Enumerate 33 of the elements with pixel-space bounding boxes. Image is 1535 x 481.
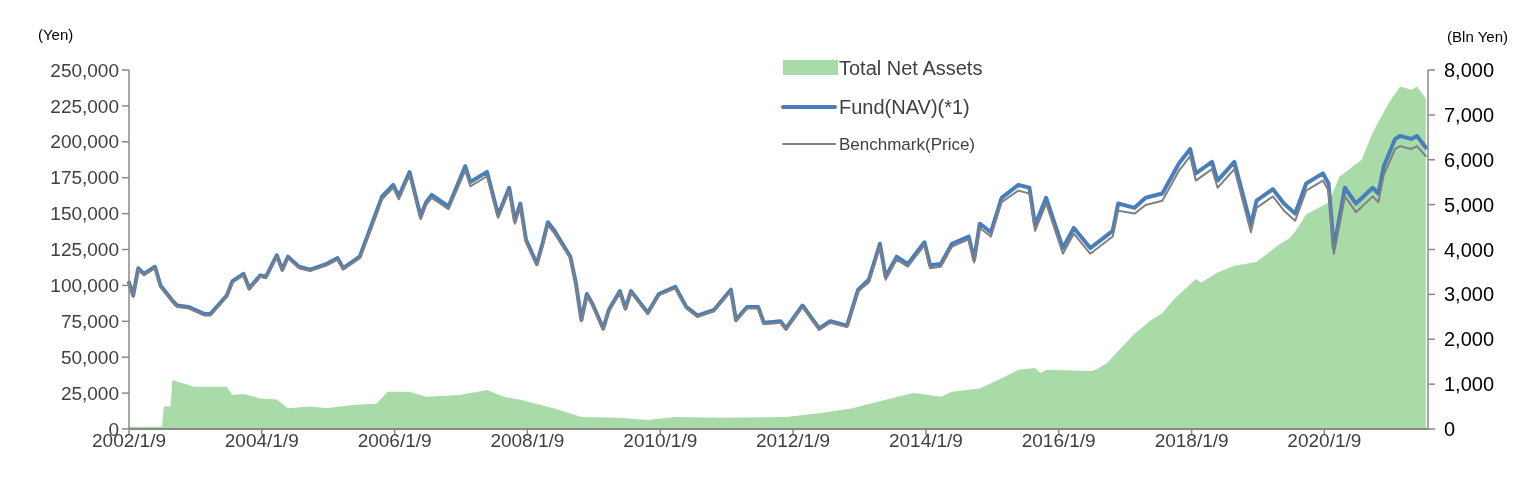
y-tick-label: 100,000 [50,275,119,297]
y-tick-label: 125,000 [50,239,119,261]
x-tick-label: 2014/1/9 [888,430,963,451]
y-axis-title: (Yen) [38,26,74,43]
y2-tick-label: 3,000 [1444,283,1495,306]
x-tick-label: 2020/1/9 [1287,430,1362,451]
x-tick-label: 2004/1/9 [224,430,299,451]
y2-tick-label: 4,000 [1444,238,1495,261]
legend-label: Total Net Assets [839,57,983,79]
x-tick-label: 2010/1/9 [623,430,698,451]
x-tick-label: 2006/1/9 [357,430,432,451]
y-tick-label: 75,000 [60,310,119,332]
x-tick-label: 2012/1/9 [756,430,831,451]
y2-tick-label: 6,000 [1444,148,1495,171]
y2-tick-label: 8,000 [1444,59,1495,81]
y-tick-label: 200,000 [50,131,119,153]
legend-label: Fund(NAV)(*1) [839,96,970,118]
y2-axis-title: (Bln Yen) [1447,28,1508,45]
y2-tick-label: 1,000 [1444,373,1495,396]
y-tick-label: 150,000 [50,203,119,225]
legend-label: Benchmark(Price) [839,134,976,154]
y-tick-label: 25,000 [60,382,119,404]
y-tick-label: 225,000 [50,95,119,117]
y2-tick-label: 5,000 [1444,193,1495,216]
y2-tick-label: 2,000 [1444,328,1495,351]
x-tick-label: 2018/1/9 [1154,430,1229,451]
y-tick-label: 250,000 [50,59,119,81]
y2-tick-label: 0 [1444,418,1456,440]
x-tick-label: 2016/1/9 [1021,430,1096,451]
y-tick-label: 50,000 [60,346,119,368]
x-tick-label: 2008/1/9 [490,430,565,451]
y-tick-label: 175,000 [50,167,119,189]
y2-tick-label: 7,000 [1444,103,1495,126]
